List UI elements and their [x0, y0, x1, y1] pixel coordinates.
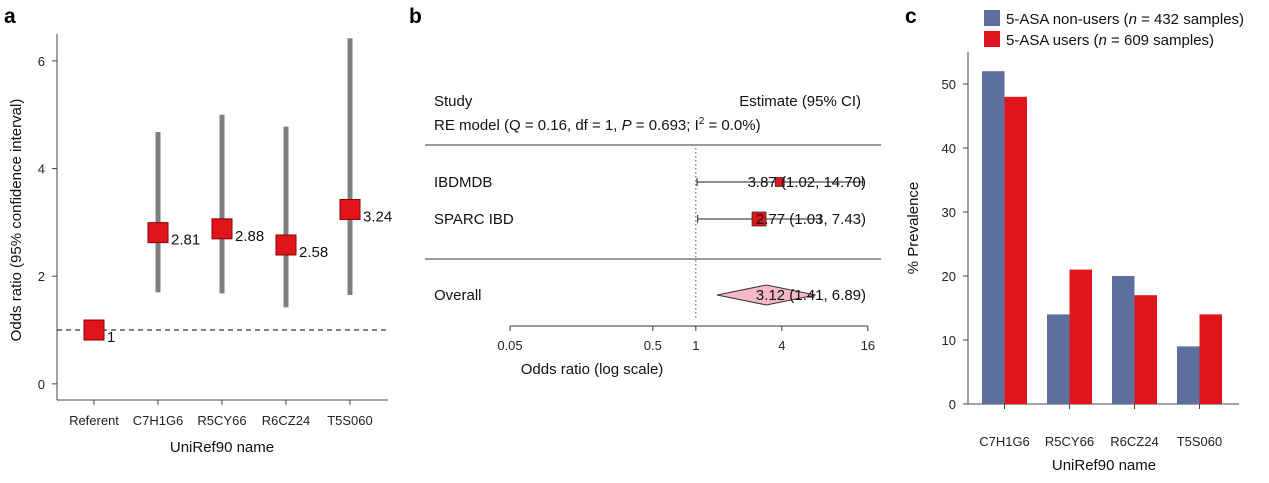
panel-b-letter: b	[409, 5, 422, 28]
bar-non-users	[1177, 346, 1200, 404]
bar-users	[1134, 295, 1157, 404]
bar-non-users	[1047, 314, 1070, 404]
forest-estimate-square	[751, 211, 767, 227]
bar-non-users	[1112, 276, 1135, 404]
panel-c-letter: c	[905, 5, 917, 28]
forest-study-name: SPARC IBD	[434, 211, 514, 228]
panel-c-y-tick-label: 30	[942, 205, 956, 220]
forest-x-axis-title: Odds ratio (log scale)	[521, 361, 664, 378]
panel-c-y-tick-label: 20	[942, 269, 956, 284]
forest-x-tick-label: 0.05	[497, 338, 522, 353]
panel-a-data-label: 2.58	[299, 244, 328, 261]
panel-a-point	[339, 198, 361, 220]
panel-c-bars	[982, 71, 1222, 405]
panel-c-y-axis-title: % Prevalence	[905, 182, 922, 275]
panel-a-marks: 1 2.81 2.88 2.58 3.24	[83, 38, 392, 346]
forest-x-tick-label: 4	[778, 338, 785, 353]
forest-re-model-label: RE model (Q = 0.16, df = 1, P = 0.693; I…	[434, 116, 761, 134]
panel-a-y-ticks: 0 2 4 6	[38, 54, 57, 392]
panel-c-legend: 5-ASA non-users (n = 432 samples) 5-ASA u…	[984, 10, 1244, 49]
legend-swatch-non-users	[984, 10, 1000, 26]
forest-header-estimate: Estimate (95% CI)	[739, 93, 861, 110]
forest-estimate-square	[774, 177, 785, 187]
panel-c-y-ticks: 0 10 20 30 40 50	[942, 77, 968, 412]
forest-study-name: IBDMDB	[434, 174, 492, 191]
panel-c-x-tick-label: R6CZ24	[1110, 434, 1158, 449]
legend-label-non-users: 5-ASA non-users (n = 432 samples)	[1006, 11, 1244, 28]
forest-x-tick-label: 16	[861, 338, 875, 353]
panel-c-x-tick-label: C7H1G6	[979, 434, 1030, 449]
panel-a-point	[147, 222, 169, 244]
panel-a-data-label: 3.24	[363, 208, 392, 225]
panel-a-data-label: 1	[107, 329, 115, 346]
legend-swatch-users	[984, 31, 1000, 47]
panel-b: b Study Estimate (95% CI) RE model (Q = …	[409, 5, 881, 378]
panel-a-data-label: 2.81	[171, 232, 200, 249]
panel-a-y-tick-label: 2	[38, 269, 45, 284]
forest-x-tick-label: 0.5	[644, 338, 662, 353]
panel-a-point	[275, 234, 297, 256]
panel-c-x-ticks: C7H1G6 R5CY66 R6CZ24 T5S060	[979, 404, 1222, 449]
forest-x-axis: 0.05 0.5 1 4 16	[497, 325, 875, 353]
panel-a-y-axis-title: Odds ratio (95% confidence interval)	[8, 99, 25, 342]
panel-a-x-tick-label: R6CZ24	[262, 413, 310, 428]
panel-a-x-tick-label: T5S060	[327, 413, 373, 428]
bar-non-users	[982, 71, 1005, 404]
panel-c-x-tick-label: T5S060	[1177, 434, 1223, 449]
panel-c: c 5-ASA non-users (n = 432 samples)5-ASA…	[905, 5, 1244, 474]
bar-users	[1199, 314, 1222, 404]
panel-a-y-tick-label: 4	[38, 162, 45, 177]
panel-a-x-tick-label: R5CY66	[197, 413, 246, 428]
panel-a-point	[211, 218, 233, 240]
panel-c-y-tick-label: 10	[942, 333, 956, 348]
panel-a-data-label: 2.88	[235, 228, 264, 245]
panel-c-y-tick-label: 50	[942, 77, 956, 92]
panel-a-point	[83, 319, 105, 341]
panel-a-x-axis-title: UniRef90 name	[170, 439, 274, 456]
panel-c-y-tick-label: 0	[949, 397, 956, 412]
bar-users	[1069, 269, 1092, 404]
panel-a-x-tick-label: C7H1G6	[133, 413, 184, 428]
forest-estimate-label: 2.77 (1.03, 7.43)	[756, 211, 866, 228]
panel-a-x-tick-label: Referent	[69, 413, 119, 428]
legend-label-users: 5-ASA users (n = 609 samples)	[1006, 32, 1214, 49]
forest-overall-diamond	[717, 284, 816, 306]
panel-a-y-tick-label: 6	[38, 54, 45, 69]
panel-a-x-ticks: Referent C7H1G6 R5CY66 R6CZ24 T5S060	[69, 400, 373, 428]
panel-c-y-tick-label: 40	[942, 141, 956, 156]
forest-x-tick-label: 1	[692, 338, 699, 353]
panel-a-y-tick-label: 0	[38, 377, 45, 392]
panel-c-x-tick-label: R5CY66	[1045, 434, 1094, 449]
forest-rows: IBDMDB 3.87 (1.02, 14.70) SPARC IBD 2.77 (1…	[434, 174, 866, 306]
forest-overall-name: Overall	[434, 287, 482, 304]
forest-overall-label: 3.12 (1.41, 6.89)	[756, 287, 866, 304]
forest-header-study: Study	[434, 93, 473, 110]
panel-c-x-axis-title: UniRef90 name	[1052, 457, 1156, 474]
forest-estimate-label: 3.87 (1.02, 14.70)	[748, 174, 866, 191]
bar-users	[1004, 96, 1027, 405]
panel-a-letter: a	[4, 5, 16, 28]
